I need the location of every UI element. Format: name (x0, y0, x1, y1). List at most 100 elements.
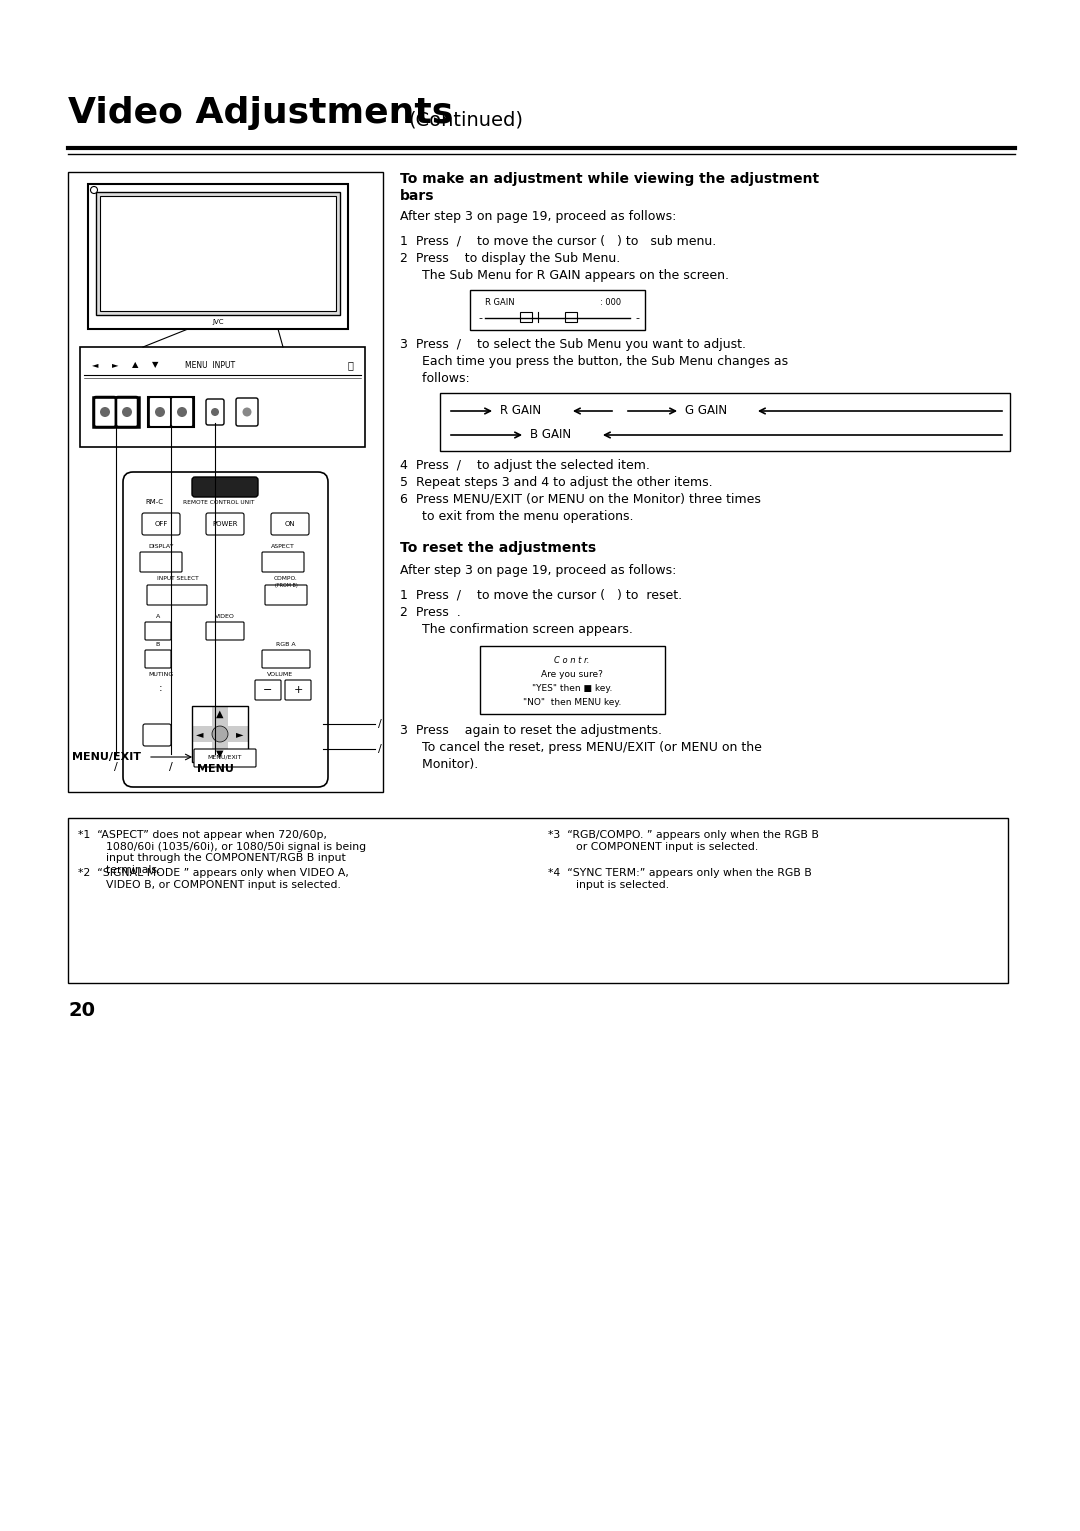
FancyBboxPatch shape (255, 680, 281, 700)
Bar (192, 726, 248, 743)
FancyBboxPatch shape (206, 622, 244, 640)
Text: -: - (478, 312, 482, 323)
Bar (565, 312, 577, 322)
Bar (148, 397, 194, 427)
Text: : 000: : 000 (600, 299, 621, 308)
Text: COMPO.: COMPO. (274, 577, 298, 582)
Circle shape (243, 407, 252, 416)
Text: MUTING: MUTING (148, 672, 174, 677)
FancyBboxPatch shape (116, 397, 138, 427)
Text: ⏻: ⏻ (347, 360, 353, 371)
Text: RGB A: RGB A (276, 641, 296, 646)
Bar (93, 397, 139, 427)
Text: JVC: JVC (213, 318, 224, 325)
Text: 3  Press    again to reset the adjustments.: 3 Press again to reset the adjustments. (400, 724, 662, 736)
Text: To cancel the reset, press MENU/EXIT (or MENU on the: To cancel the reset, press MENU/EXIT (or… (410, 741, 761, 753)
Text: ►: ► (237, 729, 244, 739)
Text: 2  Press    to display the Sub Menu.: 2 Press to display the Sub Menu. (400, 253, 620, 265)
Text: MENU: MENU (197, 764, 233, 775)
Text: The confirmation screen appears.: The confirmation screen appears. (410, 623, 633, 635)
Text: ON: ON (285, 521, 295, 527)
Text: MENU  INPUT: MENU INPUT (185, 360, 235, 369)
Text: 2  Press  .: 2 Press . (400, 606, 461, 619)
Text: REMOTE CONTROL UNIT: REMOTE CONTROL UNIT (183, 499, 255, 505)
Text: 1  Press  /    to move the cursor (   ) to   sub menu.: 1 Press / to move the cursor ( ) to sub … (400, 234, 716, 248)
Bar (470, 289, 645, 331)
Text: (Continued): (Continued) (408, 112, 523, 130)
Text: *3  “RGB/COMPO. ” appears only when the RGB B
        or COMPONENT input is sele: *3 “RGB/COMPO. ” appears only when the R… (548, 830, 819, 851)
Text: A: A (156, 614, 160, 619)
Text: Each time you press the button, the Sub Menu changes as: Each time you press the button, the Sub … (410, 355, 788, 367)
Text: R GAIN: R GAIN (500, 404, 541, 418)
Text: VIDEO: VIDEO (215, 614, 235, 619)
Text: /: / (378, 744, 381, 753)
Text: (FROM B): (FROM B) (274, 583, 297, 588)
FancyBboxPatch shape (94, 397, 116, 427)
FancyBboxPatch shape (123, 472, 328, 787)
Text: DISPLAY: DISPLAY (148, 544, 174, 548)
Text: bars: bars (400, 188, 434, 204)
Text: ▲: ▲ (216, 709, 224, 720)
Text: 4  Press  /    to adjust the selected item.: 4 Press / to adjust the selected item. (400, 459, 650, 472)
Text: The Sub Menu for R GAIN appears on the screen.: The Sub Menu for R GAIN appears on the s… (410, 269, 729, 282)
FancyBboxPatch shape (206, 400, 224, 426)
Circle shape (91, 187, 97, 193)
Circle shape (100, 407, 110, 416)
Text: follows:: follows: (410, 372, 470, 384)
FancyBboxPatch shape (285, 680, 311, 700)
Text: ▼: ▼ (216, 749, 224, 759)
Bar (440, 393, 1010, 452)
Text: 20: 20 (68, 1001, 95, 1020)
Text: to exit from the menu operations.: to exit from the menu operations. (410, 510, 634, 524)
FancyBboxPatch shape (192, 478, 258, 498)
Circle shape (211, 407, 219, 416)
Text: ◄: ◄ (197, 729, 204, 739)
Text: "YES" then ■ key.: "YES" then ■ key. (531, 684, 612, 694)
FancyBboxPatch shape (237, 398, 258, 426)
Text: ASPECT: ASPECT (271, 544, 295, 548)
Text: INPUT SELECT: INPUT SELECT (158, 577, 199, 582)
Bar (480, 646, 665, 713)
Text: Are you sure?: Are you sure? (541, 671, 603, 680)
FancyBboxPatch shape (194, 749, 256, 767)
Text: MENU/EXIT: MENU/EXIT (72, 752, 141, 762)
Bar (212, 706, 228, 762)
Circle shape (212, 726, 228, 743)
FancyBboxPatch shape (149, 397, 171, 427)
Text: 5  Repeat steps 3 and 4 to adjust the other items.: 5 Repeat steps 3 and 4 to adjust the oth… (400, 476, 713, 488)
Text: /: / (114, 762, 118, 772)
FancyBboxPatch shape (262, 651, 310, 668)
Circle shape (156, 407, 165, 416)
Text: Monitor).: Monitor). (410, 758, 478, 772)
Text: *4  “SYNC TERM:” appears only when the RGB B
        input is selected.: *4 “SYNC TERM:” appears only when the RG… (548, 868, 812, 890)
Text: B: B (156, 641, 160, 646)
Bar (87, 184, 348, 329)
Text: 1  Press  /    to move the cursor (   ) to  reset.: 1 Press / to move the cursor ( ) to rese… (400, 589, 683, 602)
Bar (68, 818, 1008, 983)
Text: *1  “ASPECT” does not appear when 720/60p,
        1080/60i (1035/60i), or 1080/: *1 “ASPECT” does not appear when 720/60p… (78, 830, 366, 874)
Bar (100, 196, 336, 311)
Bar (192, 706, 248, 762)
Text: To make an adjustment while viewing the adjustment: To make an adjustment while viewing the … (400, 171, 819, 185)
FancyBboxPatch shape (140, 553, 183, 573)
Text: MENU/EXIT: MENU/EXIT (207, 755, 242, 759)
Text: ►: ► (111, 360, 118, 369)
Text: After step 3 on page 19, proceed as follows:: After step 3 on page 19, proceed as foll… (400, 563, 676, 577)
FancyBboxPatch shape (262, 553, 303, 573)
Text: 6  Press MENU/EXIT (or MENU on the Monitor) three times: 6 Press MENU/EXIT (or MENU on the Monito… (400, 493, 761, 507)
Circle shape (122, 407, 132, 416)
Bar (519, 312, 532, 322)
Text: Video Adjustments: Video Adjustments (68, 96, 454, 130)
FancyBboxPatch shape (147, 585, 207, 605)
Text: /: / (378, 720, 381, 729)
Text: :: : (159, 683, 163, 694)
Text: ▼: ▼ (152, 360, 159, 369)
Circle shape (177, 407, 187, 416)
Text: 3  Press  /    to select the Sub Menu you want to adjust.: 3 Press / to select the Sub Menu you wan… (400, 338, 746, 351)
Text: "NO"  then MENU key.: "NO" then MENU key. (523, 698, 621, 707)
Text: VOLUME: VOLUME (267, 672, 293, 677)
FancyBboxPatch shape (145, 622, 171, 640)
FancyBboxPatch shape (171, 397, 193, 427)
Text: G GAIN: G GAIN (685, 404, 727, 418)
Text: +: + (294, 684, 302, 695)
